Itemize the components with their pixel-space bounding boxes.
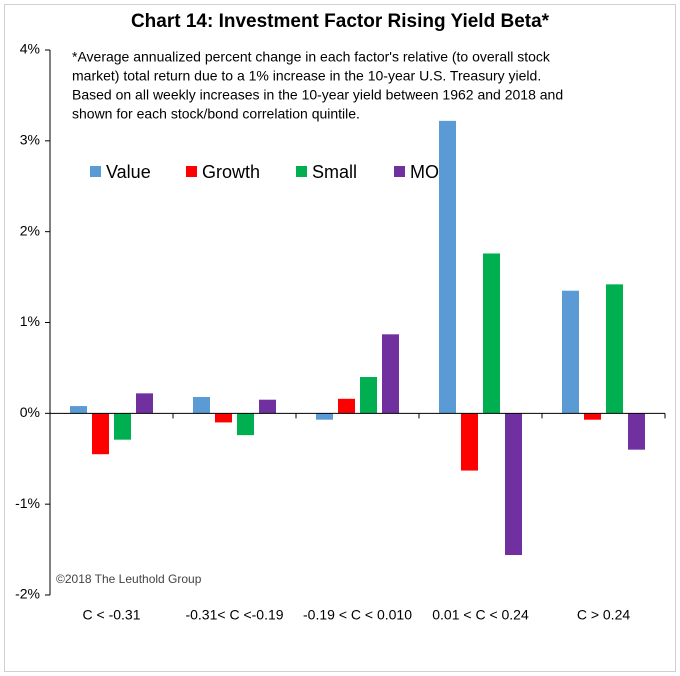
- y-tick-label: -1%: [15, 495, 40, 511]
- bar: [606, 284, 623, 414]
- legend-label: Value: [106, 162, 151, 182]
- y-tick-label: 0%: [20, 404, 40, 420]
- note-line: Based on all weekly increases in the 10-…: [72, 87, 563, 103]
- bar: [259, 399, 276, 414]
- bar: [382, 334, 399, 414]
- y-tick-label: 3%: [20, 132, 40, 148]
- bar: [92, 413, 109, 455]
- bar: [70, 406, 87, 414]
- bar: [483, 253, 500, 414]
- chart-title: Chart 14: Investment Factor Rising Yield…: [131, 11, 550, 32]
- x-tick-label: -0.19 < C < 0.010: [303, 607, 412, 623]
- legend-label: MO: [410, 162, 439, 182]
- legend-swatch: [296, 166, 307, 177]
- y-tick-label: 4%: [20, 41, 40, 57]
- bar: [360, 377, 377, 414]
- bar: [562, 290, 579, 414]
- y-tick-label: 2%: [20, 222, 40, 238]
- y-tick-label: 1%: [20, 313, 40, 329]
- bar: [136, 393, 153, 414]
- legend-label: Growth: [202, 162, 260, 182]
- x-tick-label: 0.01 < C < 0.24: [432, 607, 529, 623]
- bar: [237, 413, 254, 436]
- source: ©2018 The Leuthold Group: [56, 572, 202, 586]
- bar: [461, 413, 478, 471]
- legend-swatch: [90, 166, 101, 177]
- bar: [505, 413, 522, 556]
- y-tick-label: -2%: [15, 586, 40, 602]
- bar: [439, 120, 456, 414]
- note-line: *Average annualized percent change in ea…: [72, 49, 551, 65]
- x-tick-label: -0.31< C <-0.19: [185, 607, 283, 623]
- bar: [193, 396, 210, 414]
- bar: [584, 413, 601, 420]
- legend-label: Small: [312, 162, 357, 182]
- note-line: market) total return due to a 1% increas…: [72, 68, 541, 84]
- bar: [316, 413, 333, 420]
- note-line: shown for each stock/bond correlation qu…: [72, 106, 360, 122]
- x-tick-label: C > 0.24: [577, 607, 631, 623]
- x-tick-label: C < -0.31: [83, 607, 141, 623]
- legend-swatch: [394, 166, 405, 177]
- bar: [628, 413, 645, 450]
- bar: [114, 413, 131, 440]
- legend-swatch: [186, 166, 197, 177]
- bar: [215, 413, 232, 423]
- bar: [338, 398, 355, 414]
